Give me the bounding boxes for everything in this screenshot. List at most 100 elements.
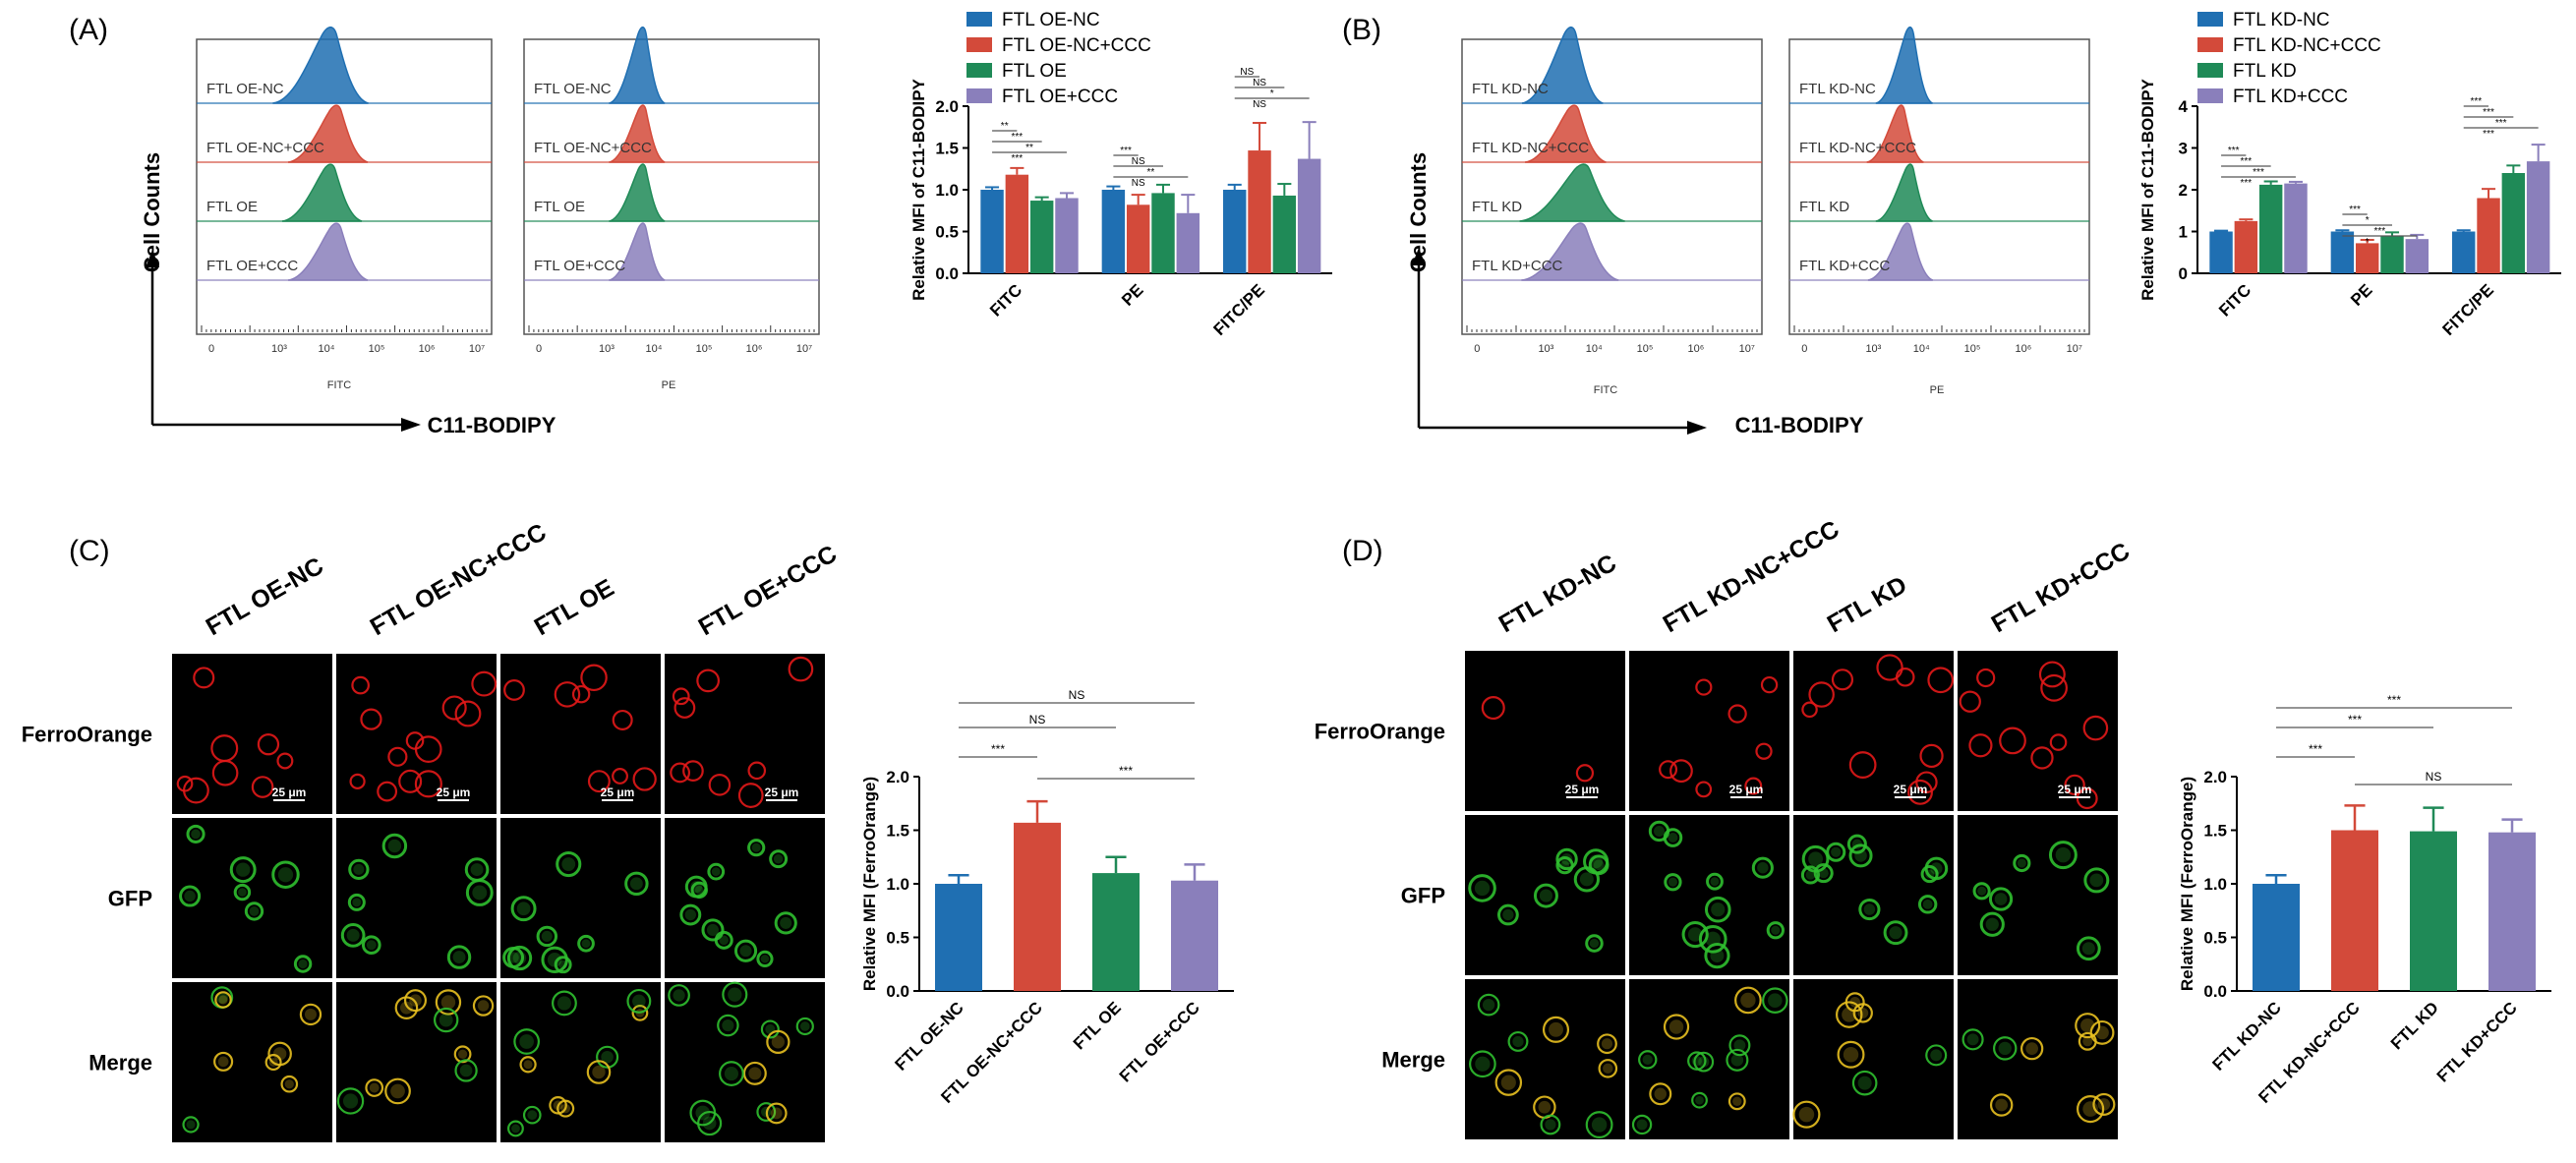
cell-fill	[218, 995, 228, 1005]
histogram-peak	[1524, 104, 1607, 163]
cell-fill	[1502, 908, 1514, 921]
cell-marker	[280, 1075, 299, 1093]
cell-fill	[470, 863, 484, 877]
histogram-row-label: FTL OE-NC+CCC	[206, 140, 324, 156]
scale-bar-label: 25 μm	[765, 785, 799, 799]
legend-swatch	[966, 88, 992, 103]
cell-marker	[668, 984, 690, 1007]
histogram-tick-label: 10³	[599, 343, 615, 355]
axes-arrows-b: Cell Counts C11-BODIPY	[1406, 152, 1864, 437]
row-header: Merge	[1381, 1048, 1445, 1073]
cell-marker	[1638, 1050, 1658, 1070]
histogram-row-label: FTL KD-NC+CCC	[1472, 140, 1589, 156]
cell-marker	[176, 775, 194, 792]
significance-label: *	[1270, 88, 1274, 99]
cell-marker	[756, 950, 774, 968]
cell-marker	[689, 1099, 717, 1127]
significance-label: NS	[1069, 688, 1085, 702]
bar-fitc-pe-series-0	[1223, 190, 1247, 273]
bar-fitc-series-3	[2284, 183, 2308, 273]
scale-bar-label: 25 μm	[601, 785, 635, 799]
bar-fitc-series-0	[2209, 231, 2233, 273]
bar-chart-c: 0.0 0.5 1.0 1.5 2.0 Relative MFI (FerroOrange…	[860, 688, 1234, 1107]
cell-fill	[751, 843, 761, 852]
cell-fill	[1977, 886, 1987, 896]
histogram-pe-b: FTL KD-NC FTL KD-NC+CCC FTL KD FTL KD+CCC 0 1…	[1788, 27, 2090, 396]
significance-label: ***	[2471, 96, 2483, 107]
significance-label: ***	[991, 742, 1005, 756]
cell-fill	[477, 1000, 490, 1012]
y-tick-label: 0.5	[886, 929, 909, 948]
cell-fill	[1668, 833, 1678, 843]
histogram-peak	[287, 104, 369, 163]
cell-marker	[1760, 675, 1779, 694]
cell-marker	[1706, 872, 1724, 891]
cell-marker	[1801, 701, 1818, 719]
cell-marker	[1920, 865, 1939, 884]
cell-fill	[629, 877, 643, 891]
cell-fill	[1603, 1063, 1613, 1075]
cell-marker	[347, 893, 366, 911]
cell-fill	[184, 890, 196, 902]
cell-marker	[384, 1077, 411, 1105]
y-tick-label: 1	[2179, 223, 2188, 242]
histogram-tick-label: 10⁷	[469, 343, 485, 355]
cell-marker	[2078, 1031, 2097, 1051]
bar-0	[935, 884, 982, 991]
significance-label: **	[1146, 167, 1154, 178]
bar-pe-series-2	[1151, 193, 1175, 273]
cell-marker	[2077, 1094, 2105, 1124]
cell-marker	[2048, 841, 2078, 870]
cell-marker	[1813, 863, 1834, 884]
cell-fill	[186, 1120, 196, 1130]
row-header: FerroOrange	[22, 723, 152, 747]
histogram-peak	[272, 27, 369, 104]
cell-fill	[304, 1008, 318, 1020]
cell-fill	[459, 1064, 473, 1077]
y-tick-label: 1.5	[2203, 822, 2227, 841]
histogram-peak	[287, 222, 369, 281]
cell-fill	[1849, 996, 1861, 1008]
micrograph-tile	[1465, 651, 1625, 811]
bar-pe-series-3	[2405, 239, 2430, 273]
bar-pe-series-1	[2355, 243, 2379, 273]
y-tick-label: 1.0	[2203, 875, 2227, 894]
cell-fill	[1732, 1096, 1742, 1106]
cell-marker	[264, 1054, 282, 1072]
cell-fill	[1922, 899, 1933, 909]
significance-label: NS	[1253, 78, 1266, 88]
cell-fill	[694, 886, 704, 895]
column-header: FTL KD-NC	[1494, 550, 1621, 639]
cell-marker	[577, 934, 595, 953]
cell-marker	[233, 883, 252, 901]
cell-fill	[527, 1110, 538, 1121]
cell-fill	[706, 923, 720, 936]
cell-marker	[1848, 751, 1877, 779]
cell-marker	[1927, 667, 1955, 694]
bar-1	[2331, 830, 2378, 991]
y-tick-label: 0.0	[2203, 982, 2227, 1001]
cell-marker	[351, 675, 370, 695]
cell-marker	[503, 679, 525, 701]
scale-bar-label: 25 μm	[1565, 783, 1600, 796]
significance-label: ***	[2348, 713, 2362, 727]
y-tick-label: 0.0	[886, 982, 909, 1001]
cell-fill	[2082, 1036, 2093, 1047]
cell-marker	[1826, 842, 1846, 862]
cell-fill	[1687, 927, 1703, 942]
cell-fill	[1733, 1039, 1746, 1052]
cell-marker	[756, 1102, 777, 1122]
cell-marker	[2089, 1019, 2115, 1045]
cell-fill	[472, 885, 488, 901]
x-tick-label: PE	[1118, 280, 1146, 309]
significance-label: NS	[1132, 156, 1145, 167]
cell-marker	[766, 1029, 790, 1055]
cell-marker	[1468, 874, 1496, 902]
significance-label: ***	[2495, 118, 2507, 129]
histogram-peak	[1521, 222, 1619, 281]
cell-marker	[2040, 673, 2068, 702]
cell-marker	[1968, 733, 1993, 758]
cell-marker	[632, 767, 657, 791]
histogram-peak	[1867, 222, 1934, 281]
